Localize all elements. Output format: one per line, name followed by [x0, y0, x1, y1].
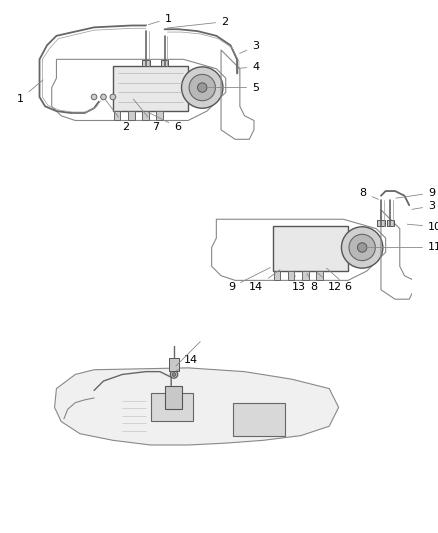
Text: 1: 1 — [17, 80, 43, 104]
Text: 9: 9 — [228, 268, 270, 292]
FancyBboxPatch shape — [151, 393, 193, 422]
FancyBboxPatch shape — [156, 111, 163, 120]
Circle shape — [198, 83, 207, 92]
Circle shape — [349, 235, 375, 261]
FancyBboxPatch shape — [161, 60, 168, 66]
Circle shape — [181, 67, 223, 108]
Text: 10: 10 — [407, 222, 438, 232]
Text: 13: 13 — [292, 273, 306, 292]
Text: 4: 4 — [236, 62, 259, 72]
FancyBboxPatch shape — [165, 386, 181, 409]
FancyBboxPatch shape — [302, 271, 308, 280]
Text: 2: 2 — [105, 99, 129, 132]
FancyBboxPatch shape — [142, 111, 148, 120]
FancyBboxPatch shape — [142, 60, 149, 66]
Circle shape — [101, 94, 106, 100]
Text: 9: 9 — [396, 188, 435, 198]
Text: 6: 6 — [148, 112, 181, 132]
Text: 3: 3 — [412, 201, 435, 211]
FancyBboxPatch shape — [387, 220, 394, 226]
Text: 14: 14 — [176, 356, 198, 371]
Text: 7: 7 — [134, 99, 159, 132]
FancyBboxPatch shape — [316, 271, 323, 280]
FancyBboxPatch shape — [114, 111, 120, 120]
Text: 8: 8 — [307, 273, 318, 292]
FancyBboxPatch shape — [128, 111, 134, 120]
Circle shape — [342, 227, 383, 268]
FancyBboxPatch shape — [274, 271, 280, 280]
Text: 2: 2 — [167, 17, 228, 28]
Text: 3: 3 — [240, 41, 259, 53]
Circle shape — [357, 243, 367, 252]
Circle shape — [110, 94, 116, 100]
Text: 11: 11 — [365, 243, 438, 253]
Text: 12: 12 — [317, 273, 342, 292]
FancyBboxPatch shape — [273, 226, 348, 271]
Text: 5: 5 — [205, 83, 259, 93]
FancyBboxPatch shape — [377, 220, 385, 226]
Circle shape — [91, 94, 97, 100]
Circle shape — [170, 370, 178, 378]
FancyBboxPatch shape — [233, 402, 285, 435]
Text: 1: 1 — [148, 14, 172, 25]
Polygon shape — [55, 368, 339, 445]
FancyBboxPatch shape — [170, 358, 179, 370]
FancyBboxPatch shape — [113, 66, 188, 111]
FancyBboxPatch shape — [288, 271, 294, 280]
Text: 8: 8 — [360, 188, 378, 199]
Text: 14: 14 — [249, 270, 280, 292]
Text: 6: 6 — [327, 268, 351, 292]
Circle shape — [172, 373, 176, 376]
Circle shape — [189, 75, 215, 101]
